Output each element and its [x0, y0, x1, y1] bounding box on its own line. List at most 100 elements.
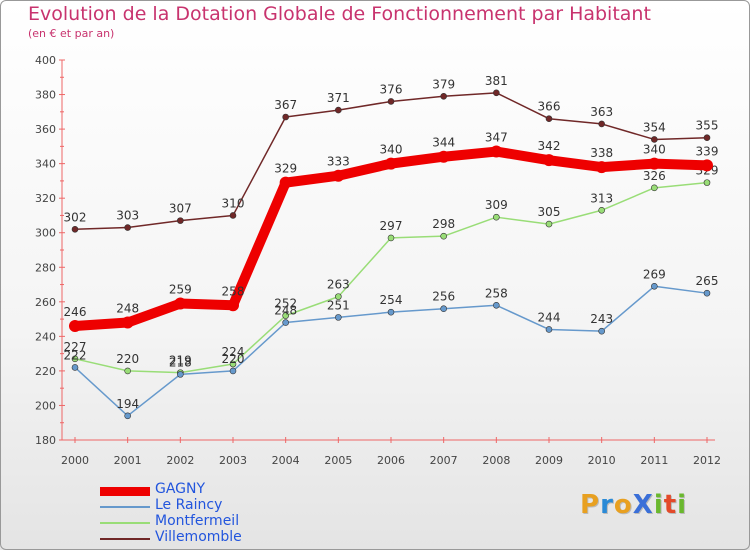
data-label-villemomble-2009: 366 [538, 100, 561, 114]
legend-swatch-gagny [100, 487, 150, 496]
y-tick-label-400: 400 [35, 54, 56, 67]
y-tick-label-280: 280 [35, 261, 56, 274]
point-montfermeil-2006 [387, 234, 395, 242]
point-montfermeil-2004 [282, 312, 289, 319]
point-le-raincy-2012 [703, 289, 711, 297]
data-label-gagny-2001: 248 [116, 302, 139, 316]
logo-letter-1: r [600, 490, 614, 520]
point-montfermeil-2012 [703, 179, 711, 186]
point-le-raincy-2000 [71, 364, 79, 371]
x-tick-label-2002: 2002 [166, 454, 194, 467]
point-le-raincy-2006 [387, 308, 395, 316]
x-tick-label-2004: 2004 [272, 454, 300, 467]
logo-letter-5: t [663, 490, 678, 520]
data-label-gagny-2005: 333 [327, 155, 350, 169]
data-label-montfermeil-2006: 297 [380, 219, 403, 233]
point-montfermeil-2005 [335, 293, 342, 300]
logo-letter-3: X [632, 490, 654, 520]
data-label-montfermeil-2000: 227 [64, 340, 87, 354]
point-montfermeil-2010 [598, 206, 605, 214]
point-le-raincy-2007 [440, 305, 447, 313]
data-label-gagny-2008: 347 [485, 131, 508, 145]
data-label-gagny-2003: 258 [222, 284, 245, 298]
x-tick-label-2007: 2007 [430, 454, 458, 467]
chart-title: Evolution de la Dotation Globale de Fonc… [28, 3, 651, 25]
point-gagny-2006 [385, 157, 397, 170]
point-villemomble-2002 [177, 217, 184, 224]
point-gagny-2011 [648, 157, 661, 170]
point-villemomble-2005 [335, 106, 342, 114]
proxiti-logo: ProXiti [580, 490, 687, 520]
data-label-villemomble-2008: 381 [485, 74, 508, 88]
point-villemomble-2006 [387, 98, 395, 105]
legend-label-gagny: GAGNY [155, 481, 206, 497]
x-tick-label-2001: 2001 [114, 454, 142, 467]
data-label-gagny-2006: 340 [380, 143, 403, 157]
data-label-villemomble-2012: 355 [696, 119, 719, 133]
point-gagny-2008 [490, 145, 503, 158]
data-label-gagny-2007: 344 [432, 136, 455, 150]
legend-swatch-le-raincy [100, 506, 150, 508]
point-villemomble-2001 [124, 224, 131, 231]
y-tick-label-380: 380 [35, 89, 56, 102]
legend-label-montfermeil: Montfermeil [155, 513, 240, 529]
data-label-villemomble-2010: 363 [590, 105, 613, 119]
y-tick-label-300: 300 [35, 227, 56, 240]
x-tick-label-2000: 2000 [61, 454, 89, 467]
point-gagny-2012 [701, 159, 713, 172]
point-le-raincy-2001 [124, 412, 131, 420]
x-tick-label-2008: 2008 [482, 454, 510, 467]
data-label-le-raincy-2006: 254 [380, 293, 403, 307]
data-label-montfermeil-2008: 309 [485, 198, 508, 212]
x-tick-label-2009: 2009 [535, 454, 563, 467]
data-label-le-raincy-2004: 248 [274, 304, 297, 318]
point-villemomble-2003 [229, 212, 237, 219]
point-gagny-2005 [332, 169, 345, 182]
point-villemomble-2009 [545, 115, 553, 123]
data-label-montfermeil-2003: 224 [222, 345, 245, 359]
data-label-gagny-2009: 342 [538, 139, 561, 153]
point-le-raincy-2002 [177, 371, 184, 378]
data-label-gagny-2000: 246 [64, 305, 87, 319]
data-label-le-raincy-2005: 251 [327, 298, 350, 312]
data-label-gagny-2010: 338 [590, 146, 613, 160]
x-tick-label-2006: 2006 [377, 454, 405, 467]
x-tick-label-2005: 2005 [324, 454, 352, 467]
data-label-le-raincy-2002: 218 [169, 355, 192, 369]
point-gagny-2010 [595, 161, 608, 174]
data-label-gagny-2004: 329 [274, 162, 297, 176]
logo-letter-2: o [613, 490, 633, 520]
data-label-montfermeil-2009: 305 [538, 205, 561, 219]
point-villemomble-2008 [493, 89, 500, 97]
point-montfermeil-2011 [651, 184, 658, 192]
chart-subtitle: (en € et par an) [28, 27, 115, 40]
y-tick-label-240: 240 [35, 330, 56, 343]
y-tick-label-200: 200 [35, 399, 56, 412]
data-label-gagny-2011: 340 [643, 143, 666, 157]
point-le-raincy-2010 [598, 327, 605, 335]
point-le-raincy-2004 [282, 319, 289, 326]
data-label-montfermeil-2002: 219 [169, 354, 192, 368]
data-label-le-raincy-2007: 256 [432, 290, 455, 304]
logo-letter-6: i [677, 490, 688, 520]
legend-swatch-villemomble [100, 538, 150, 540]
data-label-le-raincy-2009: 244 [538, 310, 561, 324]
data-label-villemomble-2004: 367 [274, 98, 297, 112]
data-label-montfermeil-2007: 298 [432, 217, 455, 231]
data-label-le-raincy-2001: 194 [116, 397, 139, 411]
x-tick-label-2010: 2010 [588, 454, 616, 467]
data-label-villemomble-2003: 310 [222, 196, 245, 210]
data-label-villemomble-2011: 354 [643, 120, 666, 134]
data-label-villemomble-2002: 307 [169, 202, 192, 216]
point-villemomble-2007 [440, 92, 447, 100]
y-tick-label-260: 260 [35, 296, 56, 309]
point-le-raincy-2008 [493, 301, 500, 309]
legend-swatch-montfermeil [100, 522, 150, 524]
data-label-le-raincy-2011: 269 [643, 267, 666, 281]
data-label-montfermeil-2010: 313 [590, 191, 613, 205]
point-gagny-2001 [121, 316, 134, 329]
data-label-le-raincy-2000: 222 [64, 348, 87, 362]
point-villemomble-2011 [651, 136, 658, 143]
x-tick-label-2003: 2003 [219, 454, 247, 467]
